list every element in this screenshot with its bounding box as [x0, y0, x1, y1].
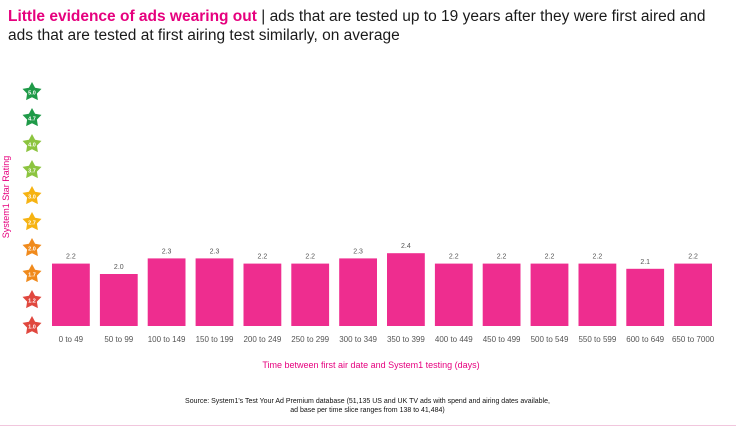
- title-highlight: Little evidence of ads wearing out: [8, 8, 257, 25]
- x-tick-label-5: 200 to 249: [243, 335, 281, 344]
- x-tick-label-10: 450 to 499: [483, 335, 521, 344]
- star-tick-label-1: 1.0: [28, 324, 36, 330]
- star-tick-label-9: 4.7: [28, 116, 36, 122]
- star-tick-3: 1.7: [22, 264, 42, 283]
- bar-3: [147, 258, 186, 326]
- star-tick-label-8: 4.0: [28, 142, 36, 148]
- value-label-6: 2.2: [305, 254, 315, 261]
- bar-14: [674, 263, 712, 326]
- x-tick-label-1: 0 to 49: [59, 335, 84, 344]
- x-tick-label-12: 550 to 599: [578, 335, 616, 344]
- bar-8: [387, 253, 425, 326]
- star-icon: [22, 290, 42, 309]
- value-labels-group: 2.2 2.0 2.3 2.3 2.2 2.2 2.3 2.4 2.2 2.2 2.2 2.2 2.1 2…: [66, 243, 698, 271]
- x-axis-label: Time between first air date and System1 …: [262, 360, 479, 370]
- star-tick-5: 2.7: [22, 212, 42, 231]
- star-icon: [22, 212, 42, 231]
- star-tick-10: 5.0: [22, 82, 42, 101]
- value-label-11: 2.2: [545, 254, 555, 261]
- value-label-3: 2.3: [162, 248, 172, 255]
- bottom-divider: [0, 425, 736, 426]
- chart-title: Little evidence of ads wearing out | ads…: [8, 7, 728, 45]
- value-label-14: 2.2: [688, 254, 698, 261]
- star-tick-1: 1.0: [22, 316, 42, 335]
- bar-chart: 1.0 1.2 1.7 2.0 2.7 3.0 3.7 4.0 4.7 5.0 System1 S…: [1, 82, 715, 370]
- star-tick-2: 1.2: [22, 290, 42, 309]
- x-tick-label-9: 400 to 449: [435, 335, 473, 344]
- value-label-1: 2.2: [66, 254, 76, 261]
- y-axis-label: System1 Star Rating: [1, 156, 11, 239]
- value-label-12: 2.2: [593, 254, 603, 261]
- bar-6: [291, 263, 330, 326]
- bar-4: [195, 258, 234, 326]
- star-icon: [22, 316, 42, 335]
- star-icon: [22, 134, 42, 153]
- x-tick-label-8: 350 to 399: [387, 335, 425, 344]
- bar-12: [578, 263, 617, 326]
- bar-11: [530, 263, 569, 326]
- x-tick-label-14: 650 to 7000: [672, 335, 715, 344]
- x-tick-label-6: 250 to 299: [291, 335, 329, 344]
- star-tick-6: 3.0: [22, 186, 42, 205]
- value-label-5: 2.2: [258, 254, 268, 261]
- bar-9: [434, 263, 473, 326]
- source-line-1: Source: System1's Test Your Ad Premium d…: [185, 398, 550, 405]
- star-icon: [22, 108, 42, 127]
- star-tick-label-10: 5.0: [28, 90, 36, 96]
- bar-7: [339, 258, 377, 326]
- value-label-2: 2.0: [114, 264, 124, 271]
- star-tick-4: 2.0: [22, 238, 42, 257]
- bar-5: [243, 263, 282, 326]
- title-separator: |: [256, 8, 270, 25]
- value-label-13: 2.1: [640, 259, 650, 266]
- source-note: Source: System1's Test Your Ad Premium d…: [120, 397, 615, 415]
- x-tick-label-4: 150 to 199: [196, 335, 234, 344]
- star-tick-label-4: 2.0: [28, 246, 36, 252]
- star-tick-label-3: 1.7: [28, 272, 36, 278]
- star-icon: [22, 238, 42, 257]
- star-tick-label-5: 2.7: [28, 220, 36, 226]
- star-tick-8: 4.0: [22, 134, 42, 153]
- source-line-2: ad base per time slice ranges from 138 t…: [290, 407, 445, 414]
- bar-2: [99, 274, 138, 326]
- star-icon: [22, 264, 42, 283]
- star-tick-7: 3.7: [22, 160, 42, 179]
- bars-group: [52, 253, 712, 326]
- bar-1: [52, 263, 90, 326]
- value-label-4: 2.3: [210, 248, 220, 255]
- star-tick-label-6: 3.0: [28, 194, 36, 200]
- title-rest: ads that are tested up to 19 years after…: [8, 8, 706, 44]
- value-label-9: 2.2: [449, 254, 459, 261]
- bar-13: [626, 268, 665, 326]
- star-icon: [22, 186, 42, 205]
- star-icon: [22, 160, 42, 179]
- x-tick-label-7: 300 to 349: [339, 335, 377, 344]
- x-tick-label-2: 50 to 99: [104, 335, 133, 344]
- value-label-7: 2.3: [353, 248, 363, 255]
- x-tick-label-13: 600 to 649: [626, 335, 664, 344]
- star-tick-label-2: 1.2: [28, 298, 36, 304]
- star-tick-label-7: 3.7: [28, 168, 36, 174]
- star-rating-axis: 1.0 1.2 1.7 2.0 2.7 3.0 3.7 4.0 4.7 5.0: [22, 82, 42, 335]
- x-tick-labels-group: 0 to 49 50 to 99 100 to 149 150 to 199 200 t…: [59, 335, 715, 344]
- x-tick-label-11: 500 to 549: [531, 335, 569, 344]
- bar-10: [482, 263, 521, 326]
- value-label-10: 2.2: [497, 254, 507, 261]
- value-label-8: 2.4: [401, 243, 411, 250]
- x-tick-label-3: 100 to 149: [148, 335, 186, 344]
- star-icon: [22, 82, 42, 101]
- star-tick-9: 4.7: [22, 108, 42, 127]
